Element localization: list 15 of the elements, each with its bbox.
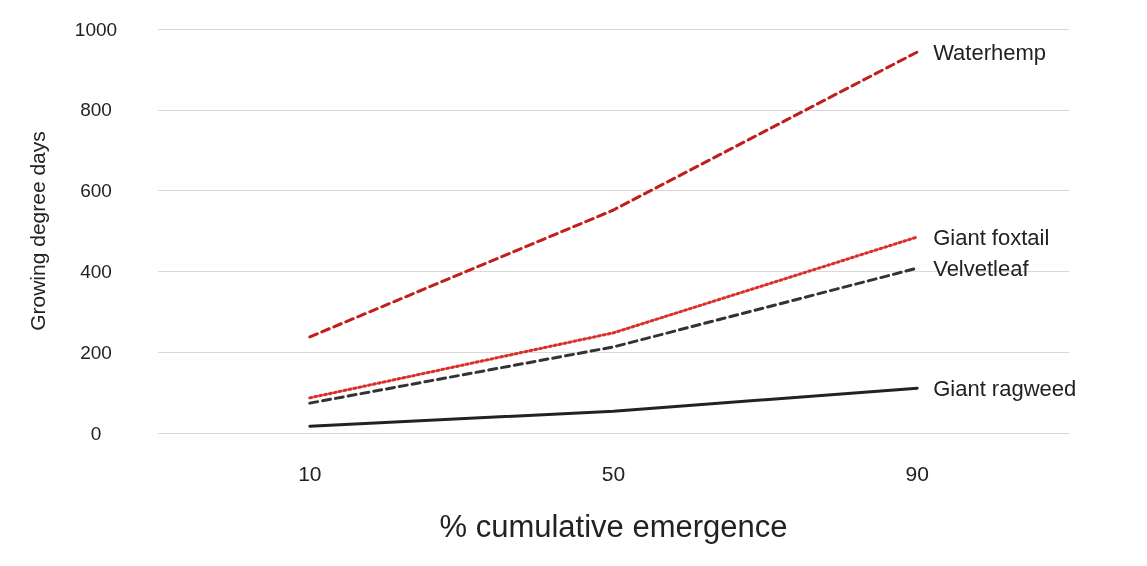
y-tick-label: 0 <box>90 422 102 444</box>
series-label: Giant ragweed <box>933 375 1077 401</box>
x-axis-title: % cumulative emergence <box>439 509 788 544</box>
x-tick-label: 50 <box>601 462 626 485</box>
series-label: Velvetleaf <box>933 255 1030 281</box>
series-label: Waterhemp <box>933 39 1047 65</box>
y-axis-title: Growing degree days <box>26 131 49 331</box>
y-tick-label: 800 <box>80 99 112 121</box>
x-tick-label: 90 <box>905 462 929 485</box>
series-label: Giant foxtail <box>933 224 1050 250</box>
y-tick-label: 1000 <box>74 18 118 40</box>
y-tick-label: 400 <box>80 260 112 282</box>
y-tick-label: 600 <box>80 180 112 202</box>
y-tick-label: 200 <box>80 341 112 363</box>
x-tick-label: 10 <box>298 462 322 485</box>
